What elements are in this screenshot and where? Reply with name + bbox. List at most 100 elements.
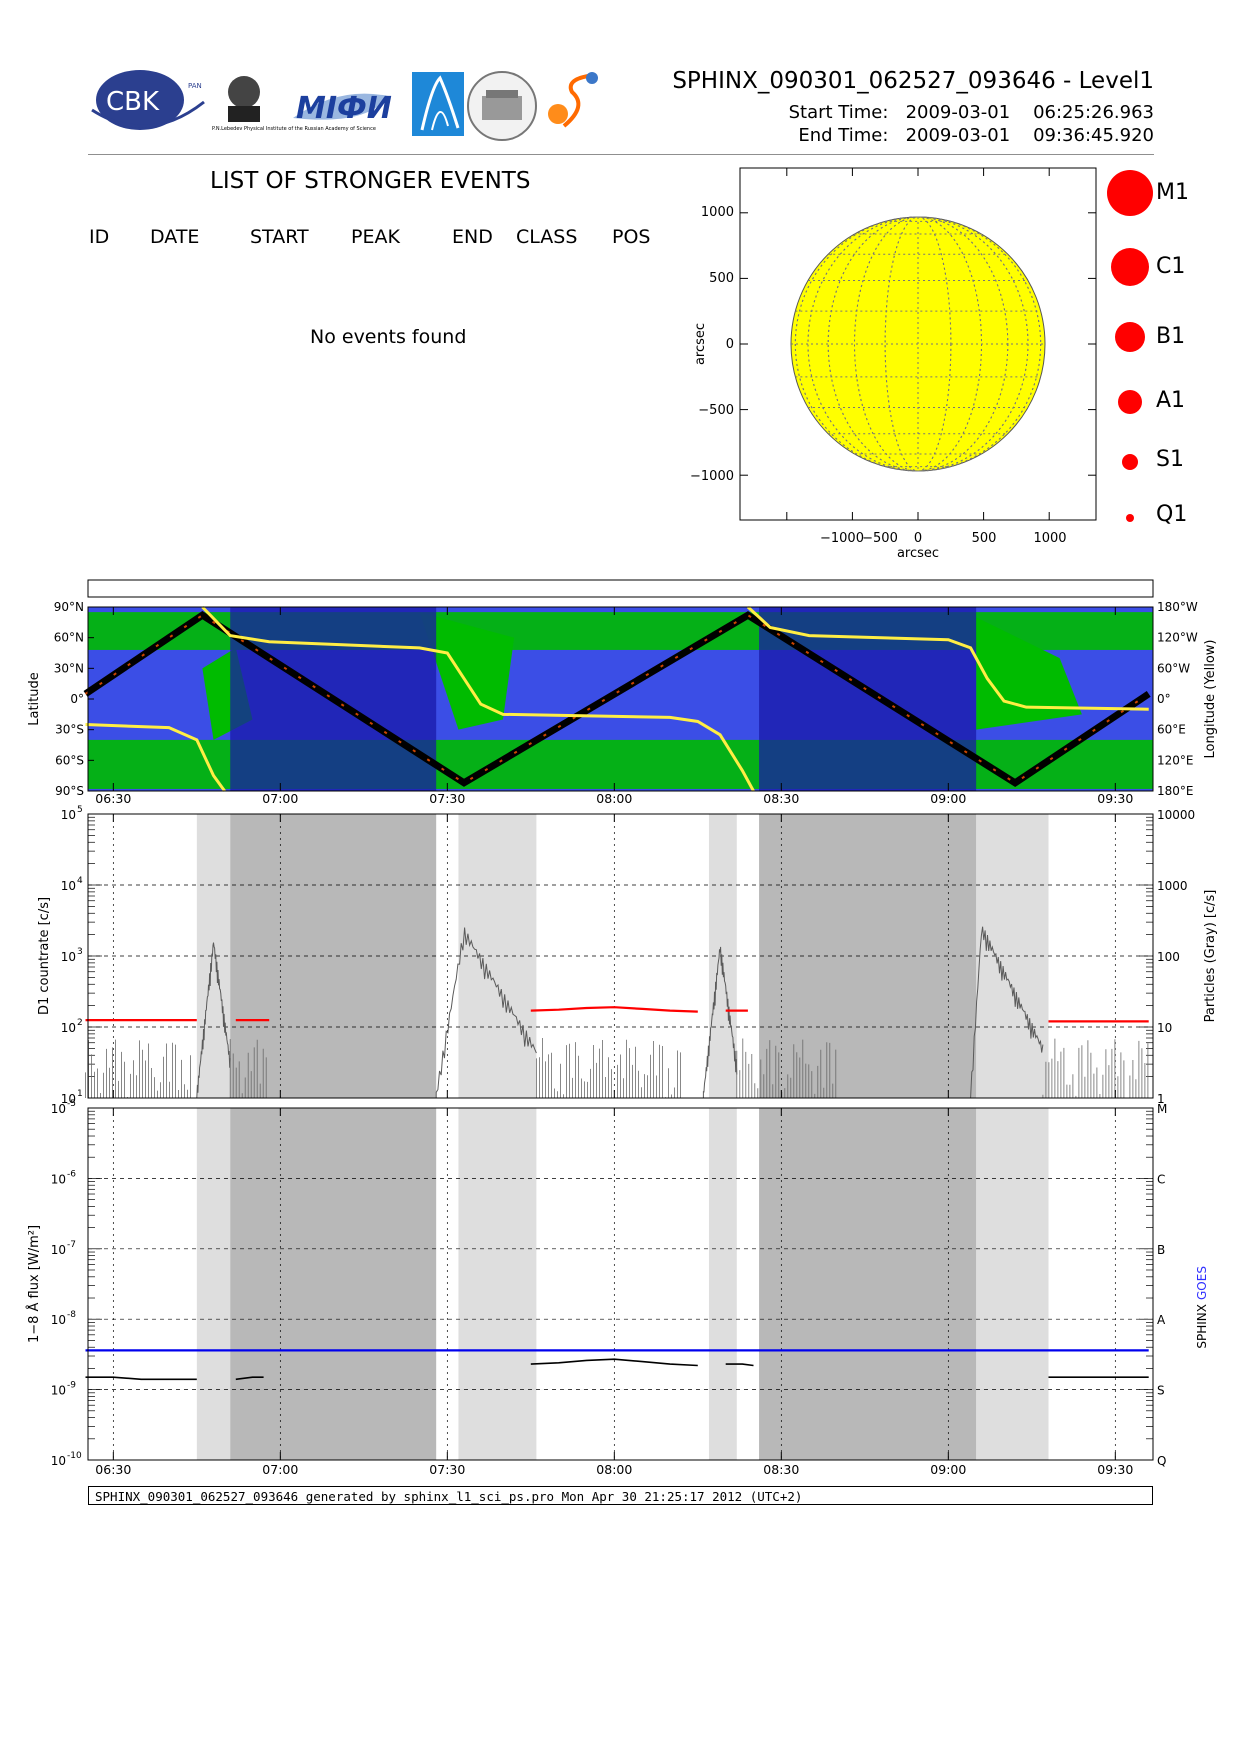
d1-countrate-series [85, 1006, 1149, 1023]
sun-ytick-2: 500 [709, 271, 734, 286]
event-timeline-bar [87, 579, 1154, 598]
orbit-left-tick: 90°S [55, 784, 84, 798]
orbit-right-tick: 60°W [1157, 661, 1190, 675]
start-time-label: Start Time: [788, 102, 889, 123]
timeseries-chart: 06:30 06:30 07:00 07:00 07:30 07:30 08:00 08:00… [26, 579, 1218, 1477]
eclipse-block [759, 607, 977, 791]
time-tick-label: 07:00 [262, 791, 298, 806]
orbit-right-tick: 120°W [1157, 631, 1198, 645]
cbk-text: CBK [106, 87, 160, 117]
flux-class-tick: C [1157, 1172, 1165, 1186]
saa-shade [708, 1108, 737, 1460]
sun-ytick-1: 1000 [701, 205, 734, 220]
orbit-ylabel-right: Longitude (Yellow) [1203, 640, 1218, 759]
column-id: ID [89, 226, 110, 248]
flux-class-tick: B [1157, 1243, 1165, 1257]
orbit-left-tick: 60°N [54, 631, 84, 645]
legend-goes: GOES [1195, 1266, 1209, 1300]
saa-shade [458, 1108, 537, 1460]
sun-xtick-3: 0 [914, 531, 922, 546]
flux-left-tick: 10 [51, 1313, 66, 1327]
particle-noise [85, 1039, 191, 1098]
countrate-left-tick-exp: 1 [77, 1089, 83, 1099]
end-time-value: 2009-03-01 09:36:45.920 [905, 125, 1154, 146]
particle-peak [196, 942, 231, 1099]
orbit-left-tick: 0° [70, 692, 84, 706]
logos-svg: CBK PAN P.N.Lebedev Physical Institute o… [91, 70, 598, 141]
flux-left-tick: 10 [51, 1243, 66, 1257]
countrate-frame [87, 813, 1154, 1099]
time-tick-label: 07:00 [262, 1462, 298, 1477]
particle-noise [229, 1039, 267, 1098]
flux-left-tick: 10 [51, 1172, 66, 1186]
orbit-left-tick: 30°N [54, 661, 84, 675]
sun-ytick-3: 0 [726, 337, 734, 352]
sun-ytick-5: −1000 [690, 469, 734, 484]
flux-left-tick: 10 [51, 1454, 66, 1468]
night-shade [230, 814, 437, 1098]
legend-label-c1: C1 [1156, 254, 1186, 279]
legend-dot-m1 [1107, 170, 1153, 216]
sun-map-chart: −1000 −500 0 500 1000 arcsec 1000 500 0 … [690, 167, 1097, 561]
flux-shading [196, 1108, 1049, 1460]
sphinx-flux-line [235, 1376, 264, 1381]
flux-left-tick-exp: -10 [67, 1451, 82, 1461]
particle-peak [702, 946, 738, 1099]
legend-label-s1: S1 [1156, 447, 1184, 472]
orbit-track-highlights [84, 613, 1150, 785]
time-tick-label: 09:00 [930, 1462, 966, 1477]
rocket-logo [412, 72, 464, 136]
sun-xlabel: arcsec [897, 546, 939, 561]
particle-peak [970, 926, 1044, 1099]
flux-legend: SPHINX GOES [1195, 1266, 1209, 1349]
countrate-panel [85, 813, 1154, 1099]
column-class: CLASS [516, 226, 578, 248]
countrate-left-tick: 10 [61, 808, 76, 822]
solar-disk-grid [791, 216, 1045, 472]
sphinx-flux-line [530, 1358, 698, 1367]
legend-sphinx: SPHINX [1195, 1304, 1209, 1349]
flux-series [85, 1349, 1149, 1381]
countrate-right-tick: 10000 [1157, 808, 1195, 822]
no-events-message: No events found [310, 326, 467, 348]
orbit-right-tick: 0° [1157, 692, 1171, 706]
longitude-curve [85, 723, 226, 792]
flux-class-tick: Q [1157, 1454, 1166, 1468]
flux-grid [88, 1108, 1153, 1461]
column-peak: PEAK [351, 226, 400, 248]
orbit-right-tick: 120°E [1157, 753, 1194, 767]
countrate-right-tick-labels: 10000 1000 100 10 1 [1157, 808, 1195, 1106]
legend-label-q1: Q1 [1156, 502, 1188, 527]
countrate-left-tick-exp: 2 [77, 1018, 83, 1028]
saa-shade [196, 1108, 231, 1460]
flux-left-tick-exp: -9 [67, 1381, 76, 1391]
particle-peak [435, 927, 537, 1099]
flux-class-tick: M [1157, 1102, 1167, 1116]
time-tick-label: 07:30 [429, 791, 465, 806]
time-tick-label: 07:30 [429, 1462, 465, 1477]
night-shade [759, 1108, 977, 1460]
time-tick-label: 09:00 [930, 791, 966, 806]
time-tick-label: 08:00 [596, 1462, 632, 1477]
time-tick-label: 08:30 [763, 791, 799, 806]
countrate-ylabel: D1 countrate [c/s] [37, 897, 52, 1015]
countrate-left-tick-exp: 3 [77, 947, 83, 957]
end-time: End Time: 2009-03-01 09:36:45.920 [798, 125, 1154, 146]
mifi-logo: MIФИ [293, 91, 392, 126]
orbit-left-tick: 30°S [55, 723, 84, 737]
sun-xtick-2: −500 [862, 531, 898, 546]
orbit-right-tick: 180°E [1157, 784, 1194, 798]
sun-logo [548, 72, 598, 128]
legend-label-a1: A1 [1156, 388, 1186, 413]
night-shade [230, 1108, 437, 1460]
time-tick-label: 06:30 [95, 1462, 131, 1477]
legend-label-b1: B1 [1156, 324, 1186, 349]
flux-left-tick: 10 [51, 1384, 66, 1398]
legend-label-m1: M1 [1156, 180, 1189, 205]
cbk-logo: CBK PAN [91, 70, 205, 130]
generation-footer: SPHINX_090301_062527_093646 generated by… [88, 1486, 1153, 1505]
orbit-left-tick: 60°S [55, 753, 84, 767]
column-end: END [452, 226, 493, 248]
time-tick-label: 08:00 [596, 791, 632, 806]
